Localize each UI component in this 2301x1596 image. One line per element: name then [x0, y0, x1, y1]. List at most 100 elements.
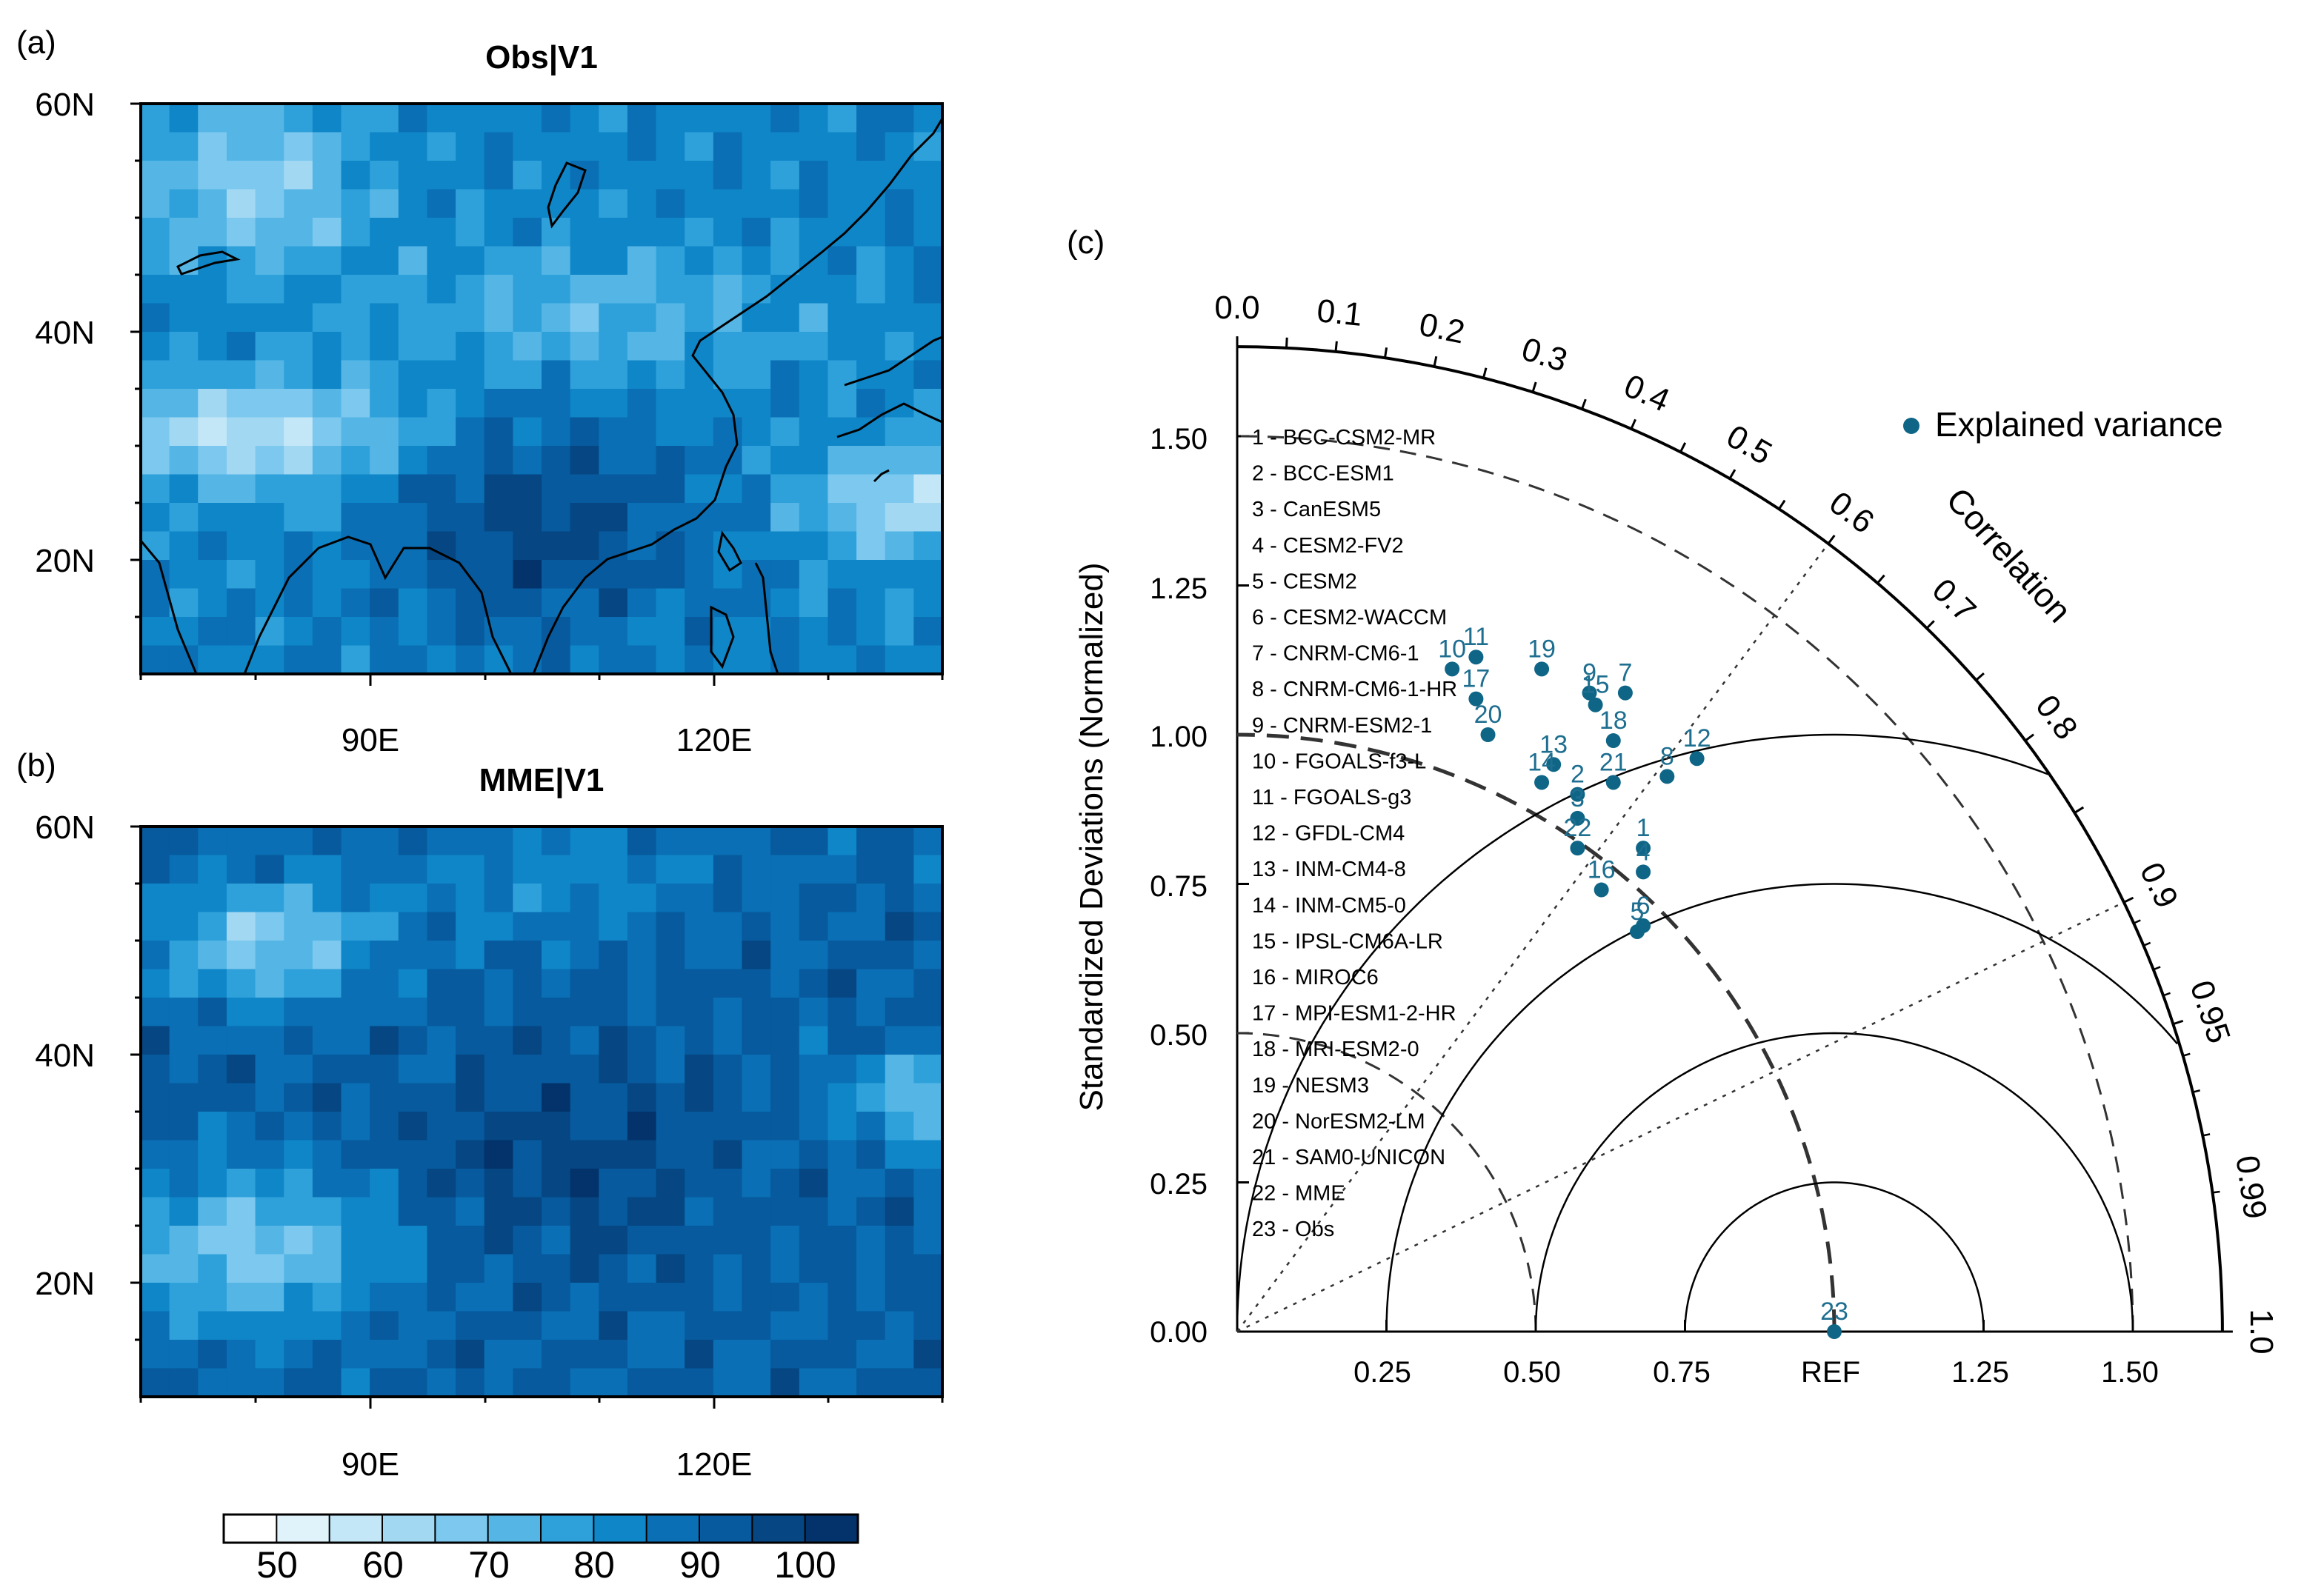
heatmap-cell: [198, 617, 227, 647]
heatmap-cell: [742, 998, 771, 1027]
heatmap-cell: [913, 1026, 942, 1055]
taylor-point-label: 18: [1599, 707, 1628, 735]
heatmap-cell: [570, 1083, 599, 1112]
heatmap-cell: [656, 1083, 685, 1112]
heatmap-cell: [398, 161, 428, 190]
heatmap-cell: [427, 998, 456, 1027]
heatmap-cell: [284, 1368, 313, 1397]
heatmap-cell: [656, 969, 685, 998]
heatmap-cell: [799, 446, 829, 475]
heatmap-cell: [599, 389, 628, 418]
heatmap-cell: [885, 827, 914, 856]
heatmap-cell: [427, 1283, 456, 1312]
heatmap-cell: [255, 1112, 284, 1141]
heatmap-cell: [542, 1083, 571, 1112]
heatmap-cell: [885, 417, 914, 447]
heatmap-cell: [799, 617, 829, 647]
heatmap-cell: [341, 1254, 370, 1283]
lat-tick-40n-b: 40N: [35, 1038, 95, 1074]
heatmap-cell: [913, 1254, 942, 1283]
heatmap-cell: [913, 1197, 942, 1226]
heatmap-cell: [255, 332, 284, 361]
heatmap-cell: [656, 1254, 685, 1283]
heatmap-cell: [913, 827, 942, 856]
heatmap-cell: [198, 1055, 227, 1084]
map-ticks-b: [130, 825, 944, 1409]
heatmap-cell: [484, 531, 513, 561]
heatmap-cell: [627, 560, 657, 590]
heatmap-cell: [913, 560, 942, 590]
taylor-point: [1468, 650, 1484, 665]
heatmap-cell: [828, 531, 857, 561]
heatmap-cell: [742, 132, 771, 161]
heatmap-cell: [570, 303, 599, 333]
heatmap-cell: [198, 417, 227, 447]
heatmap-cell: [656, 189, 685, 218]
heatmap-cell: [885, 474, 914, 504]
heatmap-cell: [255, 1055, 284, 1084]
heatmap-cell: [685, 446, 714, 475]
heatmap-cell: [484, 969, 513, 998]
heatmap-cell: [542, 503, 571, 532]
heatmap-cell: [141, 1083, 170, 1112]
heatmap-cell: [312, 1140, 342, 1169]
heatmap-cell: [398, 1140, 428, 1169]
heatmap-cell: [398, 1197, 428, 1226]
heatmap-cell: [341, 1226, 370, 1255]
heatmap-cell: [398, 1083, 428, 1112]
heatmap-cell: [427, 1254, 456, 1283]
heatmap-cell: [627, 1311, 657, 1340]
heatmap-cell: [656, 531, 685, 561]
heatmap-cell: [799, 1083, 829, 1112]
heatmap-cell: [885, 1026, 914, 1055]
heatmap-cell: [685, 969, 714, 998]
heatmap-cell: [370, 588, 399, 618]
heatmap-cell: [284, 1311, 313, 1340]
heatmap-cell: [427, 1197, 456, 1226]
heatmap-cell: [370, 1140, 399, 1169]
heatmap-cell: [742, 884, 771, 913]
rmsd-arc: [1684, 1181, 1985, 1332]
correlation-tick: [2172, 1019, 2184, 1026]
heatmap-cell: [312, 303, 342, 333]
heatmap-cell: [284, 1026, 313, 1055]
heatmap-cell: [885, 1169, 914, 1198]
heatmap-cell: [370, 1169, 399, 1198]
y-tick-0.00: 0.00: [1150, 1316, 1208, 1349]
heatmap-cell: [198, 1340, 227, 1369]
correlation-minor-tick: [2192, 1089, 2201, 1093]
heatmap-cell: [398, 884, 428, 913]
heatmap-cell: [169, 1197, 199, 1226]
heatmap-cell: [770, 161, 800, 190]
panel-b-map: (b) MME|V1 60N 40N 20: [16, 747, 944, 1483]
heatmap-cell: [828, 104, 857, 133]
heatmap-cell: [484, 189, 513, 218]
heatmap-cell: [398, 1169, 428, 1198]
model-legend-item: 11 - FGOALS-g3: [1252, 786, 1411, 809]
heatmap-cell: [913, 645, 942, 674]
heatmap-cell: [427, 275, 456, 304]
heatmap-cell: [542, 531, 571, 561]
heatmap-cell: [570, 560, 599, 590]
heatmap-cell: [226, 617, 256, 647]
colorbar-label-90: 90: [679, 1544, 721, 1586]
heatmap-cell: [627, 1140, 657, 1169]
taylor-point: [1546, 757, 1562, 772]
heatmap-cell: [226, 1283, 256, 1312]
heatmap-cell: [169, 1340, 199, 1369]
heatmap-cell: [656, 503, 685, 532]
heatmap-cell: [627, 1340, 657, 1369]
heatmap-cell: [370, 941, 399, 970]
heatmap-cell: [370, 104, 399, 133]
heatmap-cell: [284, 503, 313, 532]
heatmap-cell: [284, 132, 313, 161]
heatmap-cell: [169, 218, 199, 247]
heatmap-cell: [856, 1311, 886, 1340]
heatmap-cell: [255, 104, 284, 133]
heatmap-cell: [255, 218, 284, 247]
taylor-point: [1636, 841, 1651, 856]
heatmap-cell: [542, 998, 571, 1027]
heatmap-cell: [370, 1112, 399, 1141]
heatmap-cell: [513, 1197, 542, 1226]
heatmap-cell: [542, 360, 571, 390]
